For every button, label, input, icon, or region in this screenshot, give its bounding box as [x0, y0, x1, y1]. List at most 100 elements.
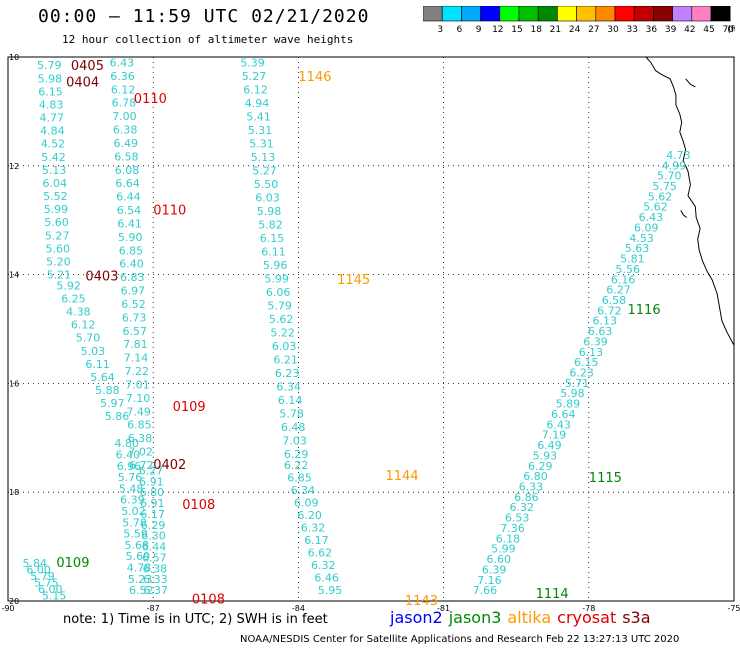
- colorbar-label: 39: [665, 25, 677, 35]
- wave-height-value: 5.98: [257, 205, 282, 218]
- island-outline: [685, 78, 696, 88]
- colorbar-label: 45: [703, 25, 714, 35]
- colorbar-label: 36: [646, 25, 658, 35]
- wave-height-value: 6.15: [38, 85, 63, 98]
- wave-height-value: 6.44: [116, 191, 141, 204]
- wave-height-value: 6.17: [140, 508, 165, 521]
- wave-height-value: 5.70: [657, 170, 682, 183]
- wave-height-value: 6.13: [579, 346, 604, 359]
- wave-height-value: 4.53: [629, 232, 654, 245]
- wave-height-value: 6.52: [129, 584, 154, 597]
- latitude-label: 14: [9, 271, 19, 280]
- wave-height-value: 6.80: [523, 470, 548, 483]
- map-frame: [7, 56, 735, 602]
- wave-height-value: 7.66: [473, 584, 498, 597]
- colorbar-unit: (ft): [727, 25, 735, 35]
- wave-height-value: 6.25: [61, 293, 85, 306]
- wave-height-value: 5.23: [128, 573, 152, 586]
- pass-time-label: 1116: [628, 303, 661, 318]
- wave-height-value: 6.16: [611, 273, 636, 286]
- wave-height-value: 6.39: [482, 563, 507, 576]
- wave-height-value: 5.27: [45, 229, 70, 242]
- wave-height-value: 6.20: [297, 509, 322, 522]
- wave-height-value: 6.12: [111, 83, 135, 96]
- wave-height-value: 5.20: [46, 256, 71, 269]
- colorbar-label: 33: [626, 25, 637, 35]
- wave-height-value: 5.59: [123, 528, 147, 541]
- wave-height-value: 4.38: [66, 306, 91, 319]
- wave-height-value: 6.83: [120, 271, 145, 284]
- wave-height-value: 6.91: [139, 475, 164, 488]
- wave-height-value: 5.97: [100, 397, 125, 410]
- wave-height-value: 6.09: [634, 222, 659, 235]
- wave-height-value: 5.31: [249, 138, 273, 151]
- wave-height-value: 6.54: [117, 204, 142, 217]
- wave-height-value: 6.29: [528, 460, 553, 473]
- wave-height-value: 6.43: [546, 418, 571, 431]
- wave-height-value: 6.04: [43, 177, 68, 190]
- wave-height-value: 6.11: [261, 246, 286, 259]
- legend-item-cryosat: cryosat: [557, 608, 617, 627]
- wave-height-value: 4.83: [39, 98, 64, 111]
- wave-height-value: 7.16: [477, 574, 502, 587]
- wave-height-value: 5.13: [42, 164, 67, 177]
- wave-height-value: 6.12: [71, 319, 96, 332]
- longitude-label: -81: [437, 604, 450, 613]
- wave-height-value: 7.02: [128, 446, 153, 459]
- wave-height-value: 6.53: [505, 512, 530, 525]
- wave-height-value: 6.21: [273, 354, 298, 367]
- wave-height-value: 5.63: [625, 242, 650, 255]
- wave-height-value: 5.22: [270, 327, 295, 340]
- pass-time-label: 1115: [589, 471, 622, 486]
- wave-height-value: 6.64: [115, 177, 139, 190]
- wave-height-value: 5.93: [533, 449, 558, 462]
- wave-height-value: 5.60: [44, 216, 69, 229]
- wave-height-value: 6.32: [311, 559, 336, 572]
- wave-height-value: 5.60: [46, 242, 71, 255]
- wave-height-value: 6.64: [551, 408, 576, 421]
- wave-height-value: 6.72: [597, 304, 622, 317]
- wave-height-value: 6.58: [114, 150, 139, 163]
- wave-height-value: 6.03: [255, 192, 279, 205]
- wave-height-value: 6.13: [593, 315, 618, 328]
- wave-height-value: 6.36: [110, 70, 135, 83]
- wave-height-value: 4.78: [127, 562, 152, 575]
- colorbar-label: 27: [588, 25, 599, 35]
- wave-height-value: 5.82: [258, 219, 283, 232]
- wave-height-value: 6.34: [291, 484, 316, 497]
- colorbar-label: 42: [684, 25, 695, 35]
- wave-height-value: 5.68: [125, 539, 150, 552]
- wave-height-value: 6.03: [272, 340, 297, 353]
- wave-height-value: 6.14: [278, 394, 303, 407]
- pass-time-label: 0403: [85, 270, 118, 285]
- page-title: 00:00 – 11:59 UTC 02/21/2020: [38, 6, 370, 27]
- colorbar-label: 9: [476, 25, 482, 35]
- wave-height-value: 6.08: [115, 164, 140, 177]
- wave-height-value: 5.78: [279, 408, 304, 421]
- wave-height-value: 6.57: [142, 552, 167, 565]
- wave-height-value: 5.90: [118, 231, 143, 244]
- wave-height-value: 6.38: [128, 432, 153, 445]
- wave-height-value: 6.43: [110, 56, 135, 69]
- wave-height-value: 6.12: [243, 84, 267, 97]
- wave-height-value: 5.95: [318, 584, 343, 597]
- latitude-label: 16: [9, 379, 19, 388]
- wave-height-value: 6.33: [143, 573, 168, 586]
- wave-height-value: 5.41: [246, 111, 270, 124]
- wave-height-value: 6.32: [301, 522, 326, 535]
- wave-height-value: 5.27: [252, 165, 276, 178]
- wave-height-value: 5.81: [620, 253, 645, 266]
- page-subtitle: 12 hour collection of altimeter wave hei…: [62, 33, 354, 46]
- wave-height-value: 6.33: [519, 481, 544, 494]
- latitude-label: 18: [9, 488, 19, 497]
- wave-height-value: 5.62: [643, 201, 668, 214]
- wave-height-value: 5.75: [34, 577, 59, 590]
- wave-height-value: 6.63: [588, 325, 613, 338]
- wave-height-value: 6.27: [606, 284, 631, 297]
- wave-height-value: 6.11: [85, 358, 110, 371]
- pass-time-label: 1146: [298, 70, 331, 85]
- wave-height-value: 6.23: [275, 367, 300, 380]
- wave-height-value: 6.18: [496, 532, 521, 545]
- wave-height-value: 5.27: [242, 70, 266, 83]
- wave-height-value: 5.39: [240, 56, 264, 69]
